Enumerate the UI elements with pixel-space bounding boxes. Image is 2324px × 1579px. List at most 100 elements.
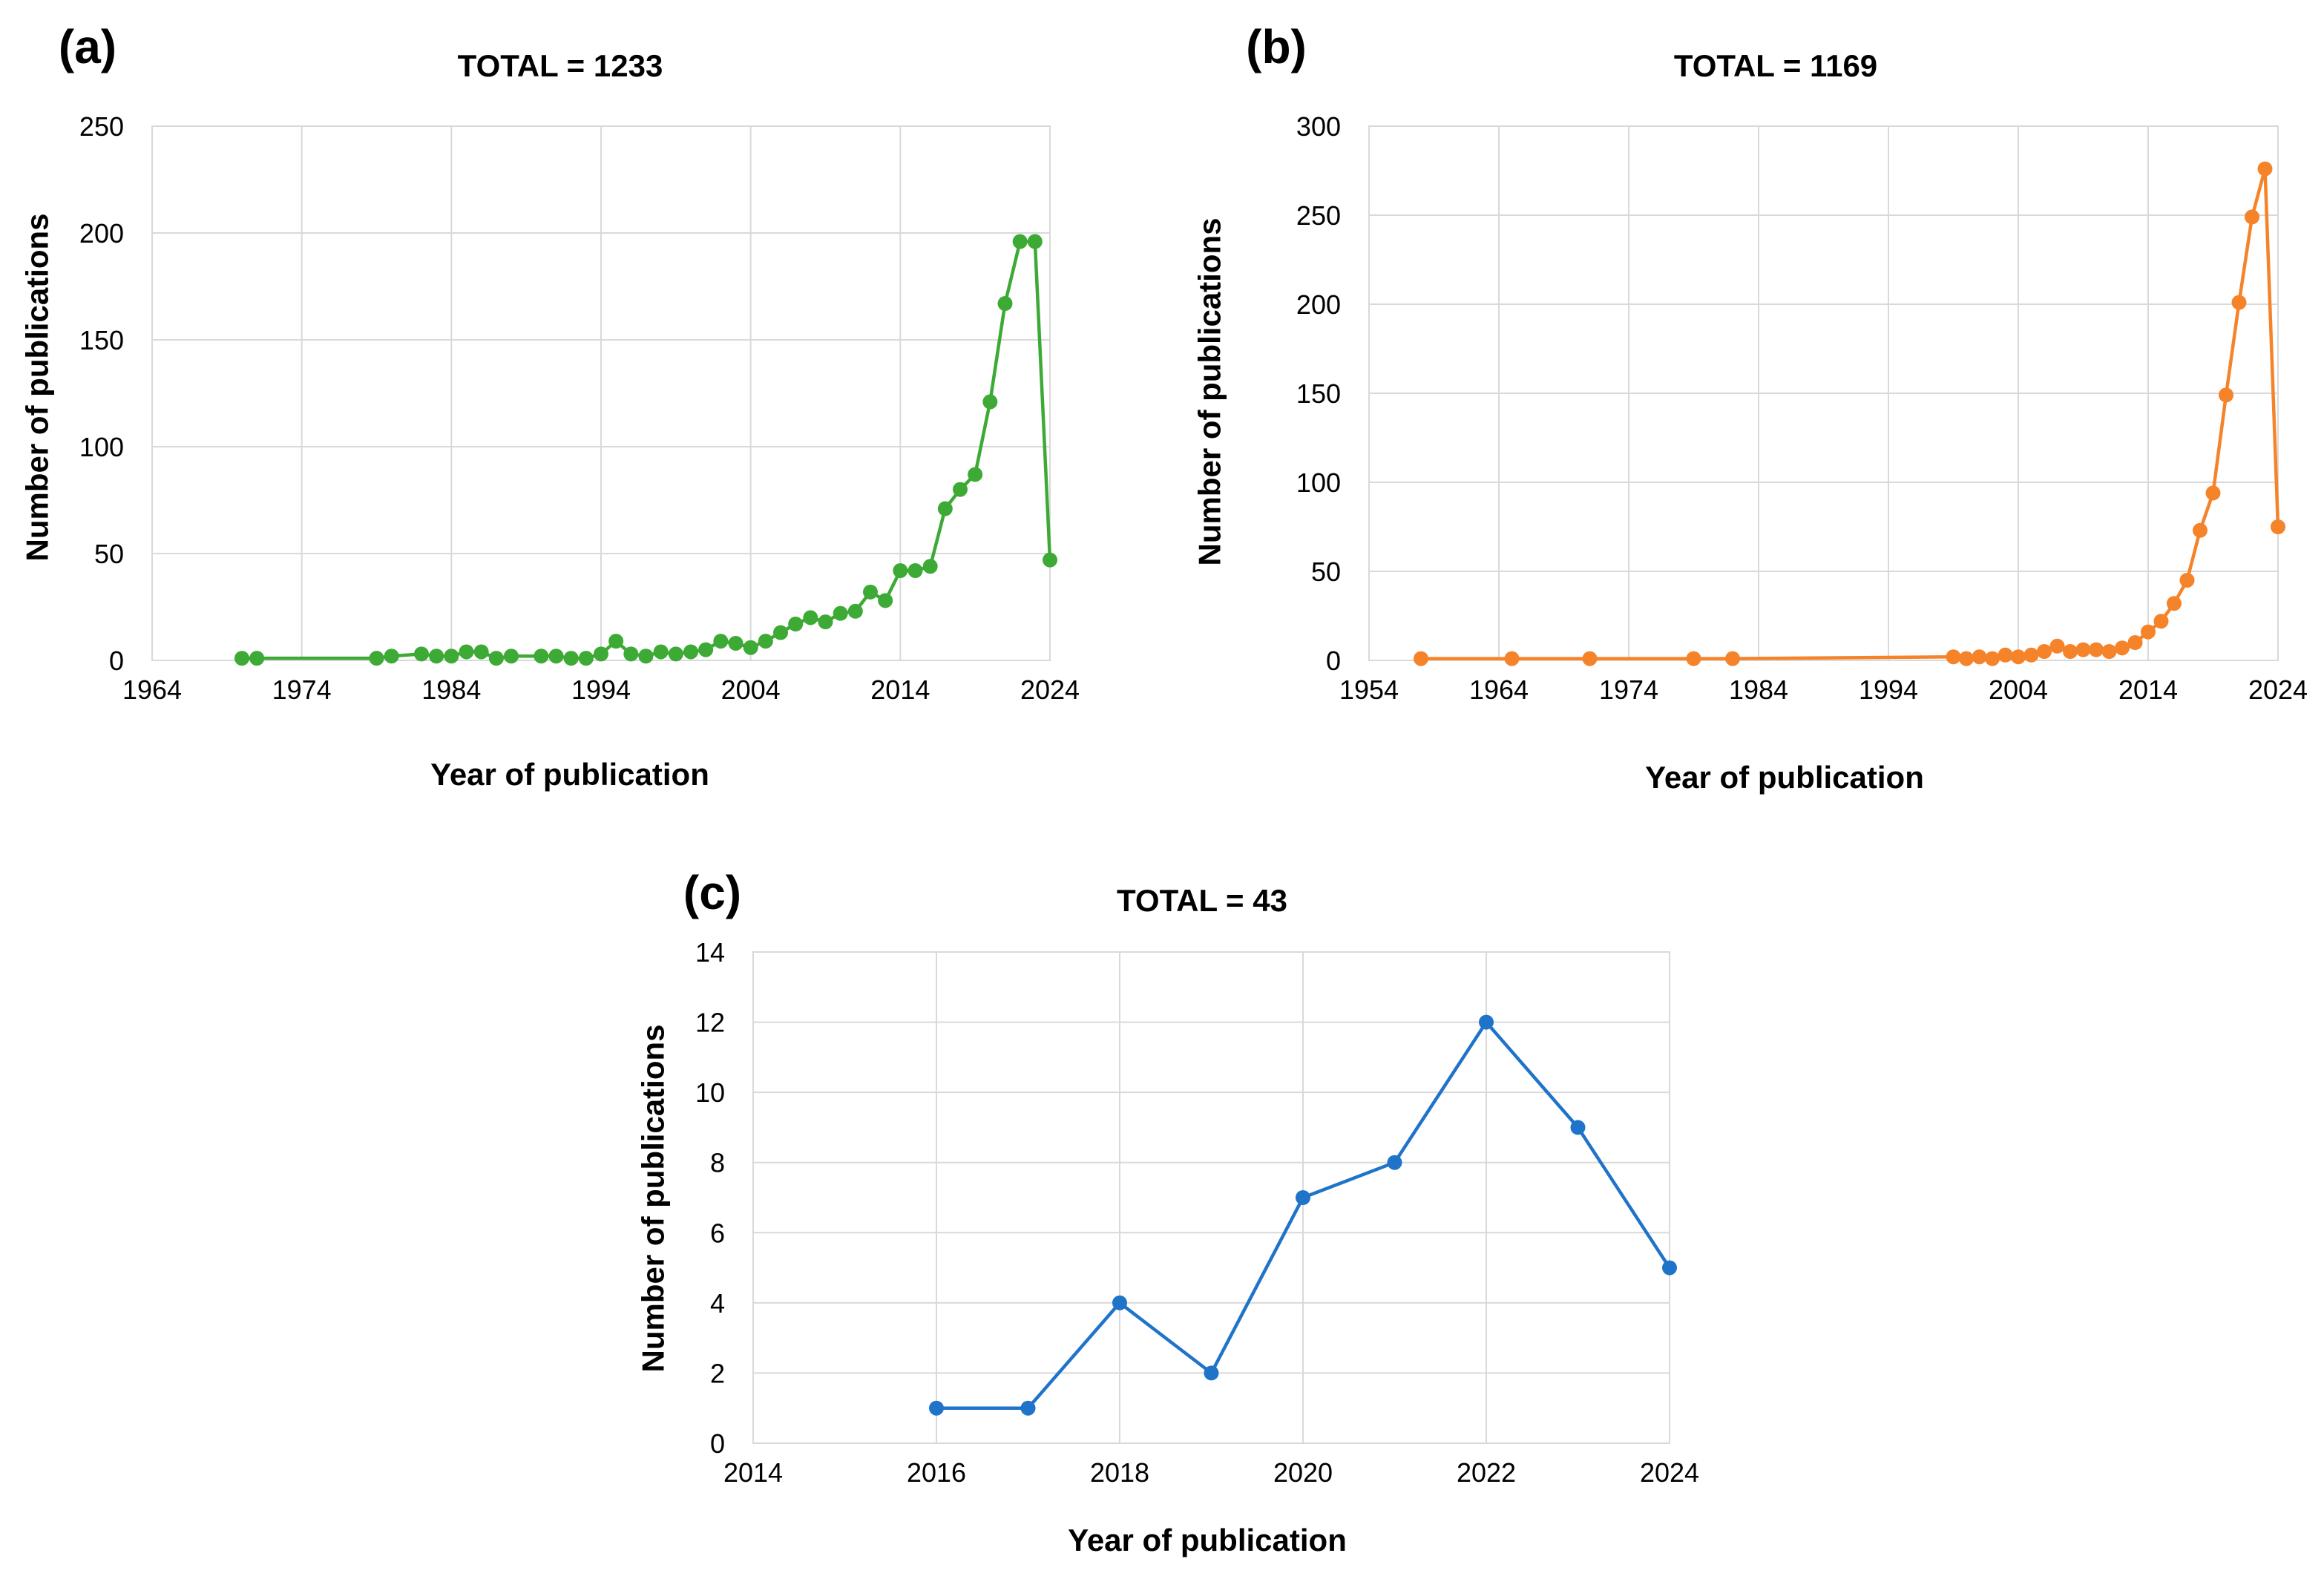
x-tick-label: 1974	[1599, 674, 1658, 705]
y-tick-label: 50	[1311, 557, 1341, 587]
panel-label: (c)	[683, 866, 741, 919]
data-point	[594, 646, 608, 662]
data-point	[1959, 651, 1974, 666]
y-axis-title: Number of publications	[636, 1024, 671, 1372]
data-point	[668, 646, 683, 662]
y-tick-label: 10	[695, 1077, 725, 1108]
data-point	[2271, 519, 2285, 534]
x-tick-label: 2024	[2248, 674, 2308, 705]
data-point	[1204, 1365, 1219, 1381]
data-point	[563, 651, 579, 666]
data-point	[1570, 1120, 1586, 1135]
panel-label: (b)	[1246, 20, 1307, 73]
data-point	[488, 651, 504, 666]
data-point	[2219, 387, 2233, 403]
data-point	[713, 634, 729, 649]
data-point	[414, 646, 429, 662]
data-point	[638, 649, 654, 664]
data-point	[1504, 651, 1520, 666]
data-point	[2011, 649, 2026, 665]
y-tick-label: 0	[710, 1428, 725, 1459]
data-point	[2179, 573, 2195, 588]
y-axis-title: Number of publications	[1192, 217, 1227, 565]
data-point	[2245, 209, 2259, 225]
x-axis-title: Year of publication	[1645, 760, 1924, 795]
x-tick-label: 2004	[1989, 674, 2048, 705]
data-point	[1012, 234, 1028, 249]
data-point	[818, 614, 833, 630]
data-point	[1296, 1190, 1310, 1205]
y-tick-label: 4	[710, 1288, 725, 1319]
data-point	[2089, 642, 2104, 657]
data-point	[2101, 644, 2117, 659]
data-point	[1686, 651, 1701, 666]
data-point	[473, 644, 489, 660]
data-point	[698, 642, 714, 657]
x-tick-label: 1954	[1339, 674, 1399, 705]
data-point	[833, 605, 848, 621]
y-tick-label: 200	[79, 218, 124, 249]
data-point	[968, 467, 983, 482]
data-point	[369, 651, 384, 666]
y-axis-title: Number of publications	[20, 213, 55, 561]
x-tick-label: 2014	[723, 1457, 783, 1488]
data-point	[2141, 624, 2156, 640]
data-point	[2049, 638, 2065, 654]
y-tick-label: 200	[1296, 289, 1341, 320]
data-point	[982, 394, 998, 410]
data-point	[1387, 1155, 1402, 1170]
x-tick-label: 2020	[1273, 1457, 1333, 1488]
chart-panel-b: 1954 1964 1974 1984 1994 2004 2014 2024 0 50 100 15…	[1192, 20, 2308, 795]
data-point	[758, 634, 773, 649]
data-point	[384, 649, 399, 664]
series-line	[1421, 167, 2280, 660]
data-point	[788, 617, 804, 632]
data-point	[2205, 485, 2221, 501]
x-tick-label: 2018	[1090, 1457, 1149, 1488]
data-point	[444, 649, 459, 664]
data-point	[863, 584, 878, 600]
data-point	[608, 634, 624, 649]
data-point	[504, 649, 519, 664]
data-point	[459, 644, 474, 660]
data-point	[429, 649, 444, 664]
x-tick-label: 2014	[2118, 674, 2178, 705]
y-tick-label: 300	[1296, 111, 1341, 142]
data-point	[2075, 642, 2091, 657]
y-tick-label: 150	[79, 325, 124, 355]
data-point	[2037, 644, 2052, 659]
plot-area-border	[752, 951, 1670, 1444]
chart-title: TOTAL = 43	[1117, 883, 1287, 918]
data-point	[728, 635, 744, 651]
x-tick-label: 2004	[721, 674, 781, 705]
data-point	[1985, 651, 2000, 666]
data-point	[997, 296, 1013, 312]
data-point	[953, 482, 968, 497]
y-tick-label: 0	[1326, 646, 1341, 676]
data-point	[1582, 651, 1598, 666]
data-point	[1662, 1260, 1677, 1276]
data-point	[2257, 161, 2273, 177]
x-tick-label: 1984	[1729, 674, 1788, 705]
y-tick-label: 100	[1296, 467, 1341, 498]
data-point	[1027, 234, 1043, 249]
x-tick-label: 2016	[907, 1457, 966, 1488]
data-point	[1972, 649, 1987, 665]
data-point	[922, 559, 938, 574]
data-point	[2167, 596, 2182, 611]
data-point	[2063, 644, 2078, 659]
y-tick-label: 8	[710, 1148, 725, 1178]
data-point	[847, 603, 863, 619]
x-tick-label: 1964	[1469, 674, 1529, 705]
data-point	[1479, 1014, 1494, 1030]
x-tick-label: 1974	[272, 674, 332, 705]
data-point	[2193, 522, 2208, 538]
y-tick-label: 6	[710, 1218, 725, 1248]
series-line	[242, 240, 1052, 660]
chart-panel-a: 1964 1974 1984 1994 2004 2014 2024 0 50 100 150 200…	[20, 20, 1080, 792]
data-point	[893, 563, 908, 579]
data-point	[653, 644, 669, 660]
x-tick-label: 2024	[1020, 674, 1080, 705]
chart-title: TOTAL = 1169	[1674, 48, 1877, 83]
